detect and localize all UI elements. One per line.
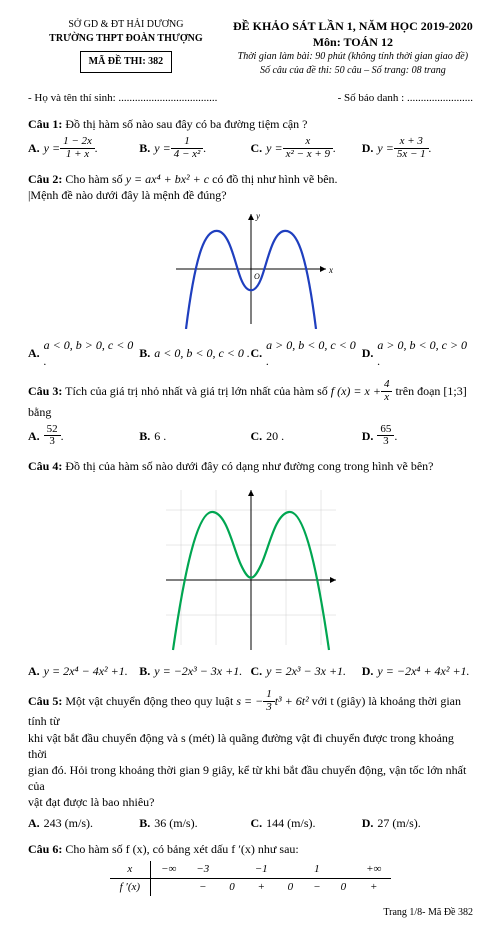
exam-time: Thời gian làm bài: 90 phút (không tính t… (233, 50, 473, 64)
q5-line4: vật đạt được là bao nhiêu? (28, 794, 473, 810)
q2-label: Câu 2: (28, 172, 62, 186)
question-4: Câu 4: Đồ thị của hàm số nào dưới đây có… (28, 458, 473, 680)
q3-options: A. 523 . B.6 . C.20 . D. 653 . (28, 424, 473, 448)
q2-line2: |Mệnh đề nào dưới đây là mệnh đề đúng? (28, 187, 473, 203)
q3-pre: Tích của giá trị nhỏ nhất và giá trị lớn… (65, 384, 331, 398)
exam-subject: Môn: TOÁN 12 (233, 34, 473, 50)
question-3: Câu 3: Tích của giá trị nhỏ nhất và giá … (28, 379, 473, 447)
q1-label: Câu 1: (28, 117, 62, 131)
q5-opt-d: D.27 (m/s). (362, 815, 473, 831)
q2-formula: y = ax⁴ + bx² + c (126, 172, 209, 186)
q5-opt-c: C.144 (m/s). (251, 815, 362, 831)
page-footer: Trang 1/8- Mã Đề 382 (28, 906, 473, 920)
q3-opt-d: D. 653 . (362, 424, 473, 448)
q3-opt-b: B.6 . (139, 424, 250, 448)
q4-graph (28, 480, 473, 659)
q1-opt-a: A. y = 1 − 2x1 + x . (28, 136, 139, 160)
q5-options: A.243 (m/s). B.36 (m/s). C.144 (m/s). D.… (28, 815, 473, 831)
q2-opt-b: B.a < 0, b < 0, c < 0 . (139, 337, 250, 369)
dept-name: SỞ GD & ĐT HẢI DƯƠNG (28, 18, 224, 32)
exam-title: ĐỀ KHẢO SÁT LẦN 1, NĂM HỌC 2019-2020 (233, 18, 473, 34)
q6-text: Cho hàm số f (x), có bảng xét dấu f ′(x)… (65, 842, 298, 856)
q6-label: Câu 6: (28, 842, 62, 856)
q2-graph-svg: x y O (166, 209, 336, 329)
q4-label: Câu 4: (28, 459, 62, 473)
q5-label: Câu 5: (28, 694, 62, 708)
q3-opt-a: A. 523 . (28, 424, 139, 448)
exam-header: SỞ GD & ĐT HẢI DƯƠNG TRƯỜNG THPT ĐOÀN TH… (28, 18, 473, 77)
q4-opt-b: B.y = −2x³ − 3x +1. (139, 663, 250, 679)
q5-opt-b: B.36 (m/s). (139, 815, 250, 831)
q1-opt-d: D. y = x + 35x − 1 . (362, 136, 473, 160)
svg-text:x: x (328, 265, 333, 275)
q2-opt-c: C.a > 0, b < 0, c < 0 . (251, 337, 362, 369)
q1-options: A. y = 1 − 2x1 + x . B. y = 14 − x² . C.… (28, 136, 473, 160)
q4-options: A.y = 2x⁴ − 4x² +1. B.y = −2x³ − 3x +1. … (28, 663, 473, 679)
exam-code-label: MÃ ĐỀ THI: 382 (89, 56, 164, 67)
exam-code-box: MÃ ĐỀ THI: 382 (80, 51, 173, 73)
q1-opt-c: C. y = xx² − x + 9 . (251, 136, 362, 160)
q5-line2: khi vật bắt đầu chuyển động và s (mét) l… (28, 730, 473, 762)
question-2: Câu 2: Cho hàm số y = ax⁴ + bx² + c có đ… (28, 171, 473, 370)
q2-options: A.a < 0, b > 0, c < 0 . B.a < 0, b < 0, … (28, 337, 473, 369)
q5-pre: Một vật chuyển động theo quy luật (65, 694, 236, 708)
q3-label: Câu 3: (28, 384, 62, 398)
candidate-id-field: - Số báo danh : ........................ (338, 91, 473, 106)
q5-line3: gian đó. Hỏi trong khoảng thời gian 9 gi… (28, 762, 473, 794)
question-1: Câu 1: Đồ thị hàm số nào sau đây có ba đ… (28, 116, 473, 160)
exam-meta: Số câu của đề thi: 50 câu – Số trang: 08… (233, 64, 473, 78)
svg-text:y: y (255, 211, 260, 221)
q2-graph: x y O (28, 209, 473, 333)
q3-opt-c: C.20 . (251, 424, 362, 448)
school-name: TRƯỜNG THPT ĐOÀN THƯỢNG (28, 32, 224, 46)
q2-opt-a: A.a < 0, b > 0, c < 0 . (28, 337, 139, 369)
sign-table: x −∞ −3 −1 1 +∞ f ′(x) − 0 + 0 − 0 + (110, 861, 392, 896)
q1-text: Đồ thị hàm số nào sau đây có ba đường ti… (65, 117, 307, 131)
q4-graph-svg (151, 480, 351, 655)
q5-opt-a: A.243 (m/s). (28, 815, 139, 831)
svg-text:O: O (254, 272, 260, 281)
q4-opt-d: D.y = −2x⁴ + 4x² +1. (362, 663, 473, 679)
sign-table-row-x: x −∞ −3 −1 1 +∞ (110, 861, 392, 878)
question-6: Câu 6: Cho hàm số f (x), có bảng xét dấu… (28, 841, 473, 896)
q2-text2: có đồ thị như hình vẽ bên. (212, 172, 337, 186)
q2-opt-d: D.a > 0, b < 0, c > 0 . (362, 337, 473, 369)
q4-opt-a: A.y = 2x⁴ − 4x² +1. (28, 663, 139, 679)
question-5: Câu 5: Một vật chuyển động theo quy luật… (28, 689, 473, 830)
candidate-name-field: - Họ và tên thí sinh: ..................… (28, 91, 217, 106)
q4-opt-c: C.y = 2x³ − 3x +1. (251, 663, 362, 679)
q1-opt-b: B. y = 14 − x² . (139, 136, 250, 160)
header-left: SỞ GD & ĐT HẢI DƯƠNG TRƯỜNG THPT ĐOÀN TH… (28, 18, 224, 77)
q4-text: Đồ thị của hàm số nào dưới đây có dạng n… (65, 459, 433, 473)
candidate-info-line: - Họ và tên thí sinh: ..................… (28, 91, 473, 106)
sign-table-row-fprime: f ′(x) − 0 + 0 − 0 + (110, 878, 392, 895)
header-right: ĐỀ KHẢO SÁT LẦN 1, NĂM HỌC 2019-2020 Môn… (233, 18, 473, 77)
q2-text1: Cho hàm số (65, 172, 125, 186)
